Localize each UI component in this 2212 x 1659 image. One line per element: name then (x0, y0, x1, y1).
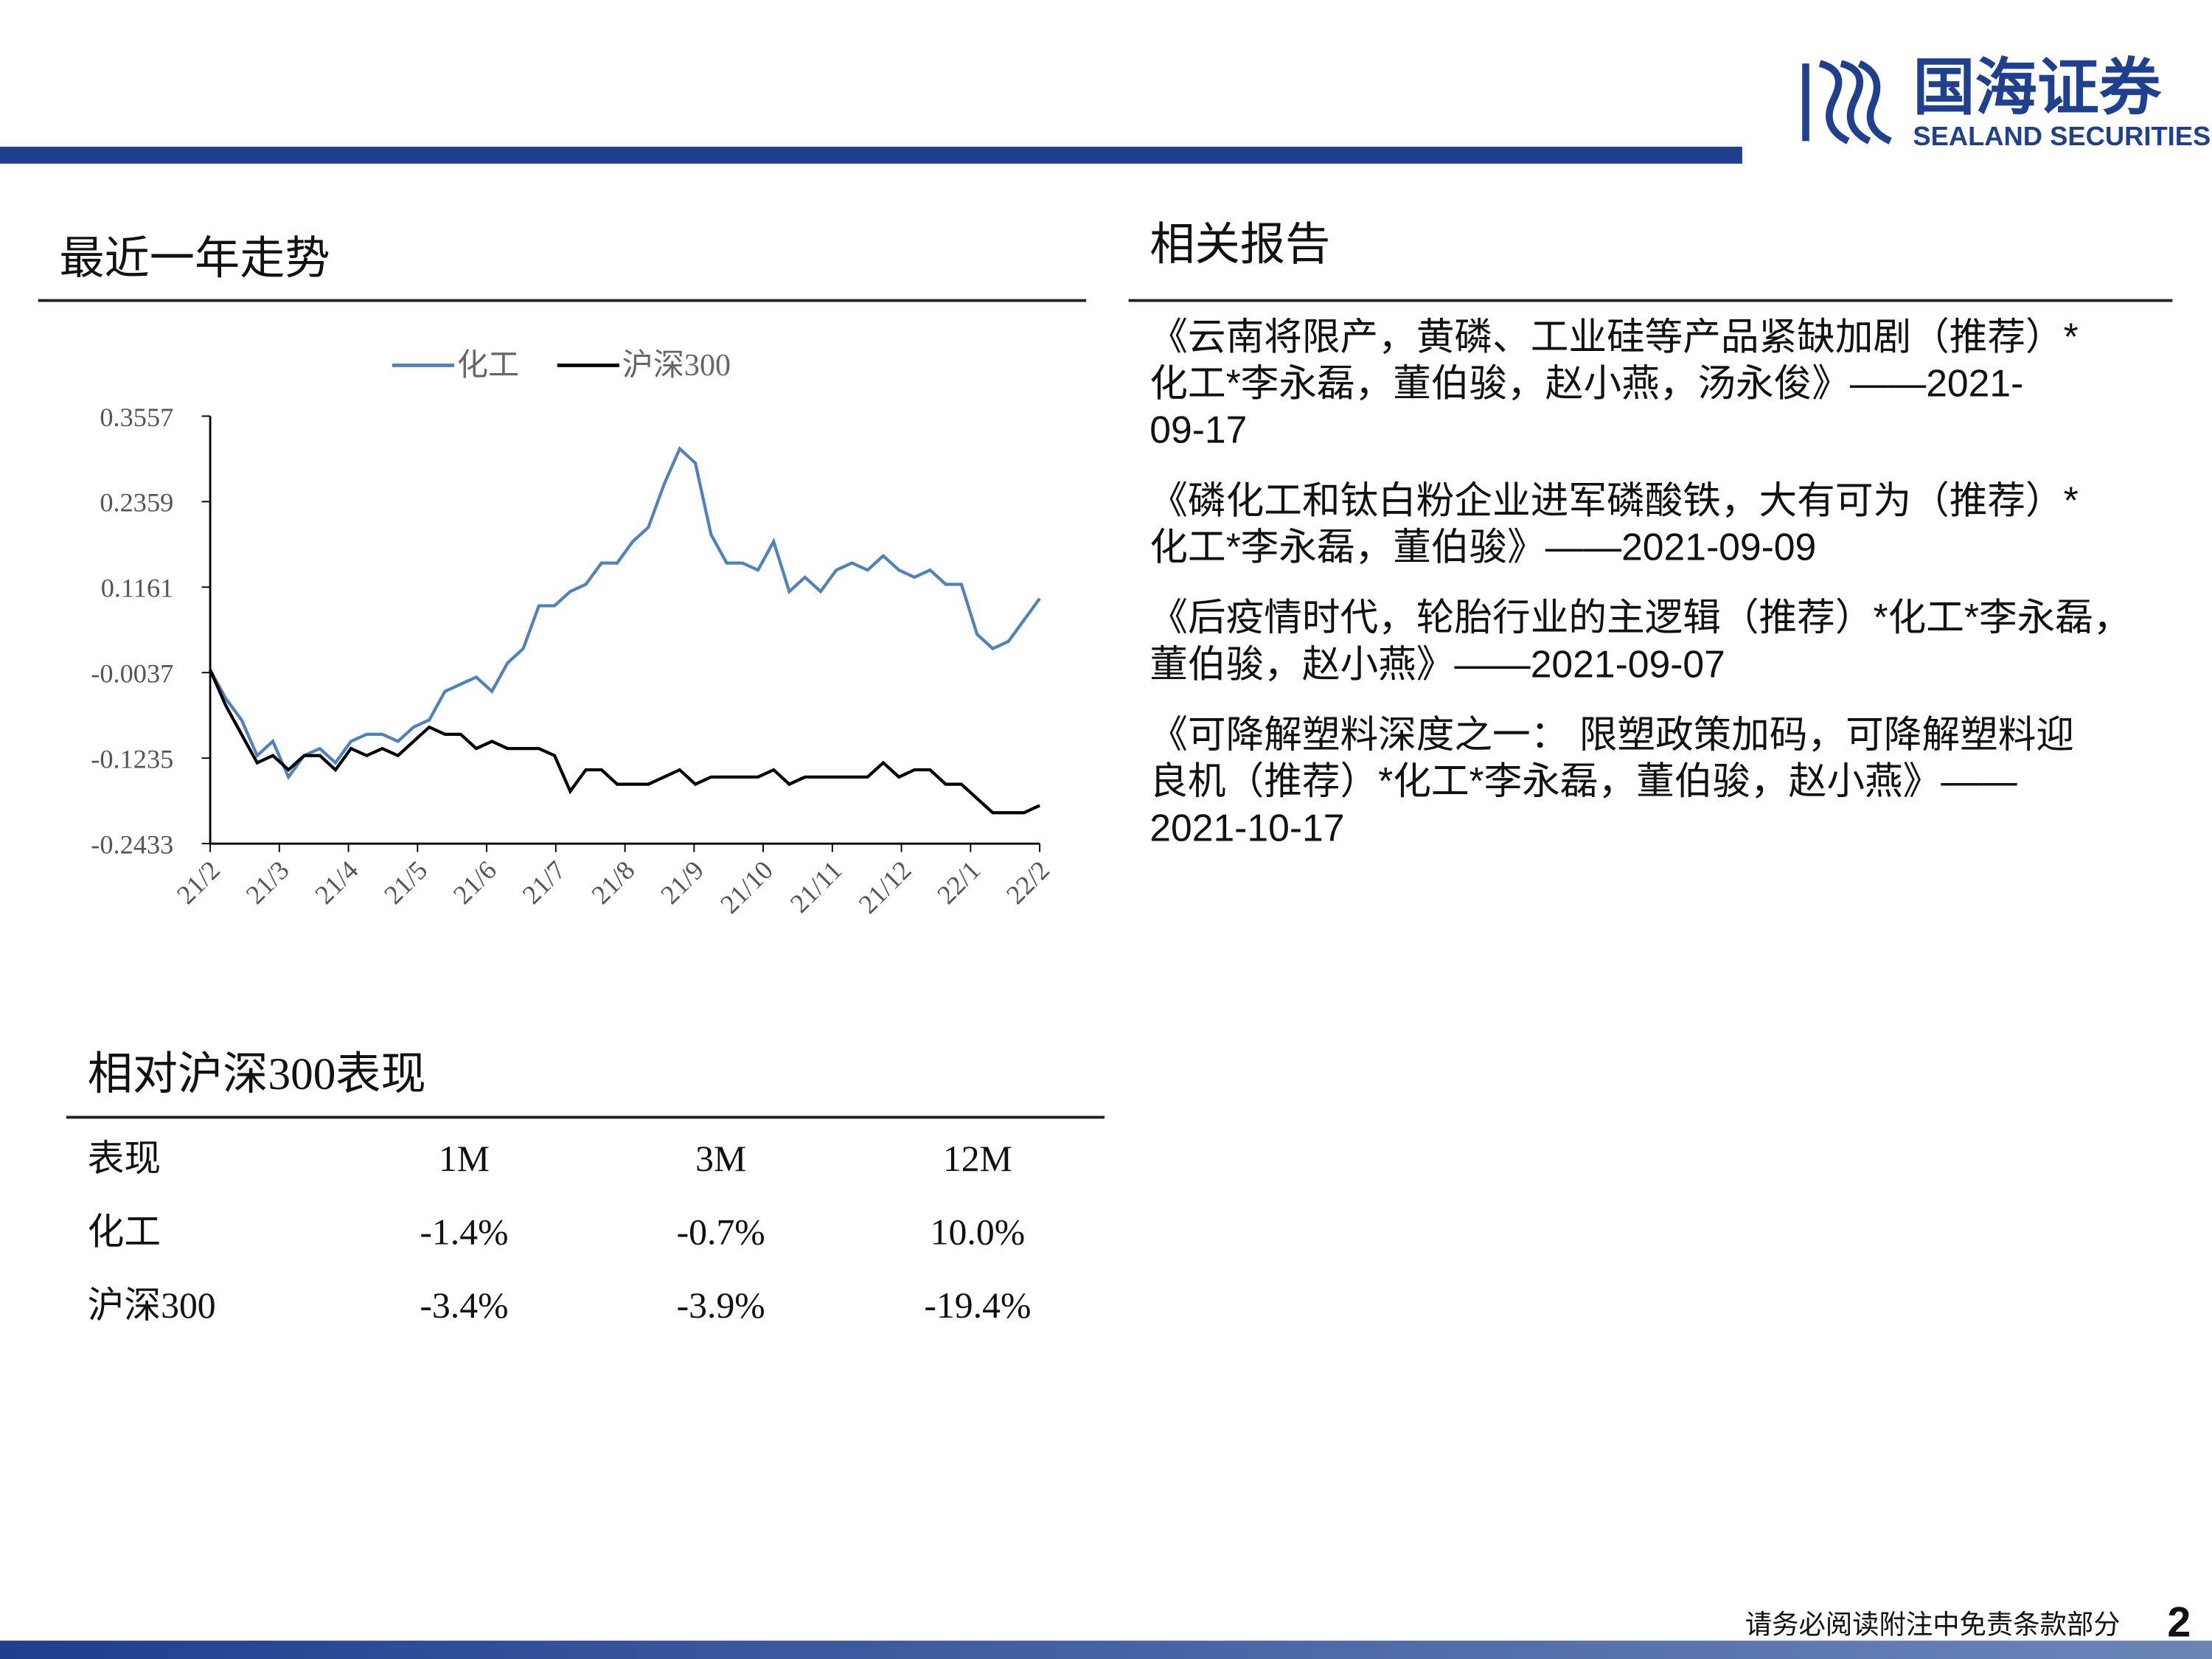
x-tick-label: 21/11 (785, 855, 848, 919)
x-tick-label: 21/12 (853, 855, 917, 919)
table-cell: 沪深300 (88, 1285, 216, 1326)
report-line: 《磷化工和钛白粉企业进军磷酸铁，大有可为（推荐）* (1150, 479, 2078, 521)
table-cell: -3.4% (420, 1285, 508, 1326)
header-bar (0, 146, 1742, 164)
y-tick-label: 0.1161 (101, 574, 174, 603)
report-line: 2021-10-17 (1150, 806, 1344, 849)
report-line: 09-17 (1150, 408, 1247, 451)
logo-cn: 国海证券 (1913, 52, 2162, 122)
y-tick-label: -0.1235 (91, 745, 173, 774)
footer-bar (0, 1641, 2212, 1659)
report-list: 《云南将限产，黄磷、工业硅等产品紧缺加剧（推荐）*化工*李永磊，董伯骏，赵小燕，… (1150, 315, 2131, 849)
section-title: 相关报告 (1150, 219, 1330, 269)
report-line: 良机（推荐）*化工*李永磊，董伯骏，赵小燕》—— (1150, 759, 2017, 802)
x-tick-label: 21/5 (378, 855, 433, 910)
x-tick-label: 21/9 (655, 855, 709, 910)
y-tick-label: -0.2433 (91, 830, 173, 860)
report-line: 化工*李永磊，董伯骏》——2021-09-09 (1150, 526, 1816, 568)
report-line: 《后疫情时代，轮胎行业的主逻辑（推荐）*化工*李永磊， (1150, 596, 2131, 639)
x-tick-label: 22/1 (931, 855, 986, 910)
disclaimer: 请务必阅读附注中免责条款部分 (1745, 1610, 2121, 1640)
table-header: 3M (695, 1138, 746, 1179)
table-cell: -19.4% (924, 1285, 1031, 1326)
x-tick-label: 22/2 (1001, 855, 1055, 910)
table-cell: 10.0% (931, 1211, 1025, 1252)
report-line: 《可降解塑料深度之一： 限塑政策加码，可降解塑料迎 (1150, 713, 2074, 756)
table: 表现 1M 3M 12M 化工 -1.4% -0.7% 10.0% 沪深300 -3.4% -3.9… (88, 1138, 1032, 1326)
table-header: 表现 (88, 1138, 161, 1179)
x-tick-label: 21/7 (517, 855, 571, 910)
section-title: 最近一年走势 (59, 233, 330, 283)
x-tick-label: 21/6 (448, 855, 502, 910)
series-line (209, 669, 1040, 815)
x-tick-label: 21/3 (240, 855, 295, 910)
table-cell: -3.9% (677, 1285, 765, 1326)
legend-label: 化工 (457, 348, 519, 383)
logo-icon (1802, 60, 1892, 145)
table-cell: -0.7% (677, 1211, 765, 1252)
report-line: 董伯骏，赵小燕》——2021-09-07 (1150, 642, 1725, 685)
y-tick-label: 0.2359 (100, 488, 173, 518)
legend-label: 沪深300 (622, 348, 731, 383)
logo-en: SEALAND SECURITIES (1913, 121, 2211, 151)
table-header: 1M (439, 1138, 490, 1179)
y-tick-label: 0.3557 (100, 403, 173, 432)
table-header: 12M (943, 1138, 1012, 1179)
table-cell: -1.4% (420, 1211, 508, 1252)
y-tick-label: -0.0037 (91, 659, 173, 689)
x-tick-label: 21/2 (171, 855, 226, 910)
page-number: 2 (2167, 1599, 2191, 1646)
table-cell: 化工 (88, 1211, 161, 1252)
report-line: 《云南将限产，黄磷、工业硅等产品紧缺加剧（推荐）* (1150, 315, 2078, 358)
section-title: 相对沪深300表现 (88, 1049, 426, 1099)
x-tick-label: 21/4 (310, 855, 364, 910)
series-line (209, 446, 1041, 781)
chart: 0.35570.23590.1161-0.0037-0.1235-0.24332… (91, 348, 1055, 919)
report-line: 化工*李永磊，董伯骏，赵小燕，汤永俊》——2021- (1150, 362, 2023, 405)
x-tick-label: 21/10 (714, 855, 779, 919)
x-tick-label: 21/8 (586, 855, 641, 910)
